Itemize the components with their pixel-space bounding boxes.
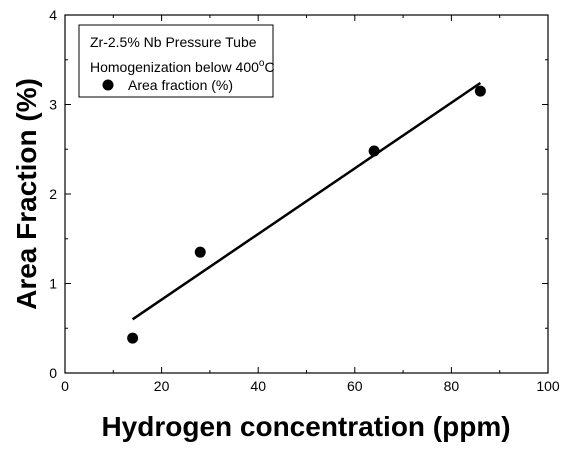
legend-series-label: Area fraction (%) [128,77,233,93]
data-point [368,145,380,157]
series-layer [127,81,486,344]
x-tick-label: 80 [444,378,460,394]
data-point [474,85,486,97]
y-tick-label: 2 [49,186,57,202]
x-tick-label: 0 [61,378,69,394]
x-tick-label: 100 [536,378,560,394]
y-tick-label: 1 [49,276,57,292]
y-axis-title: Area Fraction (%) [11,78,42,310]
legend-line-2-unit: C [264,59,274,75]
legend-line-2-main: Homogenization below 400 [90,59,259,75]
y-axis-ticks: 0 1 2 3 4 [49,7,548,381]
legend-marker [102,79,114,91]
data-point [127,332,139,344]
y-tick-label: 3 [49,97,57,113]
legend: Zr-2.5% Nb Pressure Tube Homogenization … [78,24,275,98]
x-tick-label: 60 [347,378,363,394]
x-tick-label: 40 [250,378,266,394]
fit-line [131,81,482,321]
legend-line-2: Homogenization below 400oC [90,58,275,75]
x-axis-ticks: 0 20 40 60 80 100 [61,15,560,394]
data-point [194,246,206,258]
legend-line-1: Zr-2.5% Nb Pressure Tube [90,34,257,50]
x-axis-title: Hydrogen concentration (ppm) [101,411,510,442]
legend-line-2-degree: o [259,58,265,69]
x-tick-label: 20 [154,378,170,394]
y-tick-label: 4 [49,7,57,23]
y-tick-label: 0 [49,365,57,381]
